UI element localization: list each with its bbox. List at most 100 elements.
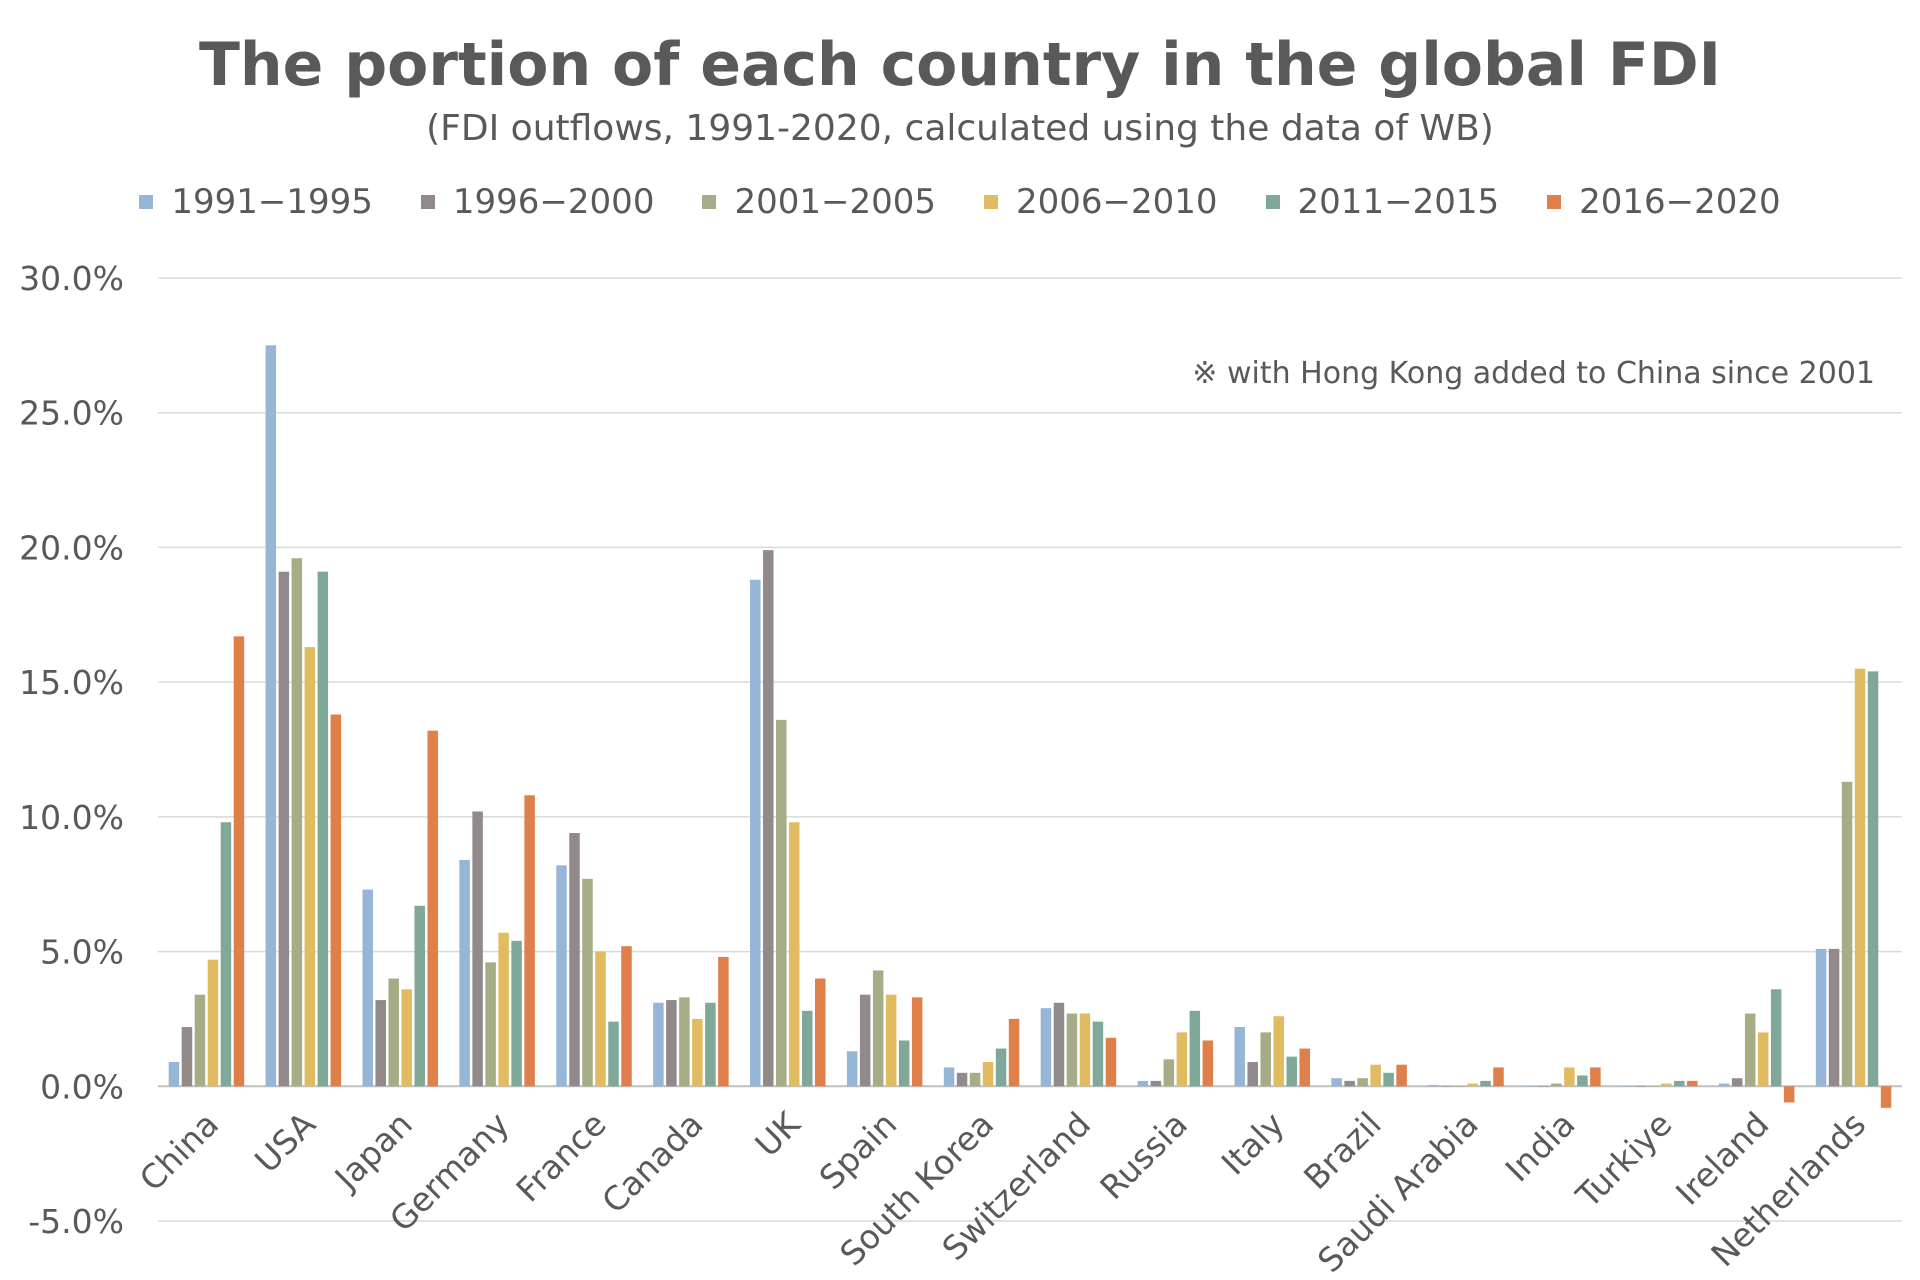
bar	[1590, 1067, 1601, 1087]
bar	[375, 1000, 386, 1087]
bar	[1247, 1062, 1258, 1087]
bar	[1783, 1086, 1795, 1103]
bar	[330, 714, 342, 1087]
bar	[1260, 1032, 1271, 1087]
bar	[1286, 1056, 1297, 1087]
bar	[982, 1062, 994, 1087]
bar	[859, 994, 871, 1087]
y-tick-label: 15.0%	[19, 663, 124, 702]
bar	[1053, 1002, 1065, 1087]
bar	[846, 1051, 858, 1087]
bar	[1163, 1059, 1175, 1087]
legend-swatch	[1265, 195, 1280, 209]
legend-swatch	[420, 195, 435, 209]
y-tick-label: -5.0%	[28, 1202, 124, 1241]
bar	[1370, 1064, 1381, 1087]
bar	[220, 822, 232, 1087]
bar	[401, 989, 412, 1087]
bar	[1731, 1078, 1743, 1087]
legend-label: 2016−2020	[1579, 182, 1781, 222]
bar	[1880, 1086, 1892, 1108]
bar	[1273, 1016, 1284, 1087]
bar	[1454, 1086, 1465, 1087]
bar	[388, 978, 399, 1087]
chart-legend: 1991−1995 1996−2000 2001−2005 2006−2010 2011…	[0, 182, 1920, 222]
bar	[1480, 1080, 1491, 1087]
bar	[608, 1021, 619, 1087]
bar	[1066, 1013, 1078, 1087]
bar	[705, 1002, 716, 1087]
bar	[1687, 1080, 1698, 1087]
bar	[1357, 1078, 1368, 1087]
bar	[1092, 1021, 1104, 1087]
legend-item: 2016−2020	[1547, 182, 1781, 222]
bar	[511, 940, 522, 1087]
legend-swatch	[702, 195, 717, 209]
bar	[1441, 1086, 1452, 1087]
bar	[1551, 1083, 1562, 1087]
x-tick-label: Turkiye	[1568, 1104, 1680, 1216]
bar	[1815, 948, 1827, 1087]
y-tick-label: 10.0%	[19, 798, 124, 837]
bar	[1828, 948, 1840, 1087]
legend-item: 1996−2000	[420, 182, 654, 222]
legend-item: 2006−2010	[984, 182, 1218, 222]
bar	[718, 956, 729, 1087]
bar	[911, 997, 923, 1087]
x-tick-label: China	[132, 1104, 226, 1198]
bar	[168, 1062, 180, 1087]
bar	[898, 1040, 910, 1087]
bar	[763, 550, 774, 1087]
bar	[1189, 1010, 1201, 1087]
bar	[1525, 1086, 1536, 1087]
bar	[1493, 1067, 1504, 1087]
bar	[362, 889, 373, 1087]
bar	[1538, 1086, 1549, 1087]
x-tick-label: Russia	[1092, 1104, 1195, 1207]
bar	[427, 730, 438, 1087]
bar	[1635, 1086, 1646, 1087]
bar	[278, 571, 290, 1087]
y-tick-label: 30.0%	[19, 259, 124, 298]
bar	[1564, 1067, 1575, 1087]
legend-swatch	[139, 195, 154, 209]
bar	[1648, 1086, 1659, 1087]
x-tick-label: Spain	[812, 1104, 905, 1197]
x-tick-label: Italy	[1214, 1104, 1292, 1182]
bar	[498, 932, 509, 1087]
x-tick-label: UK	[747, 1103, 808, 1164]
bar	[1202, 1040, 1214, 1087]
bar	[1105, 1037, 1117, 1087]
bar	[1757, 1032, 1769, 1087]
bar	[595, 951, 606, 1087]
bar	[524, 795, 535, 1087]
bar	[556, 865, 567, 1087]
bar	[1661, 1083, 1672, 1087]
x-tick-label: Japan	[326, 1104, 420, 1198]
legend-label: 2001−2005	[734, 182, 936, 222]
bar	[1674, 1080, 1685, 1087]
bar	[872, 970, 884, 1087]
legend-item: 2011−2015	[1265, 182, 1500, 222]
bar	[1841, 781, 1853, 1087]
legend-label: 2011−2015	[1297, 182, 1500, 222]
x-tick-label: Canada	[594, 1104, 710, 1220]
bar	[181, 1027, 193, 1087]
legend-item: 2001−2005	[702, 182, 936, 222]
bar	[1854, 668, 1866, 1087]
bar	[1428, 1084, 1439, 1087]
bar	[1383, 1072, 1394, 1087]
bar	[969, 1072, 981, 1087]
chart-annotation: ※ with Hong Kong added to China since 20…	[1192, 356, 1875, 391]
bar	[776, 719, 787, 1087]
bar	[1770, 989, 1782, 1087]
x-tick-label: India	[1498, 1104, 1583, 1189]
bar	[414, 905, 425, 1087]
bar	[1344, 1080, 1355, 1087]
bar	[802, 1010, 813, 1087]
bar	[885, 994, 897, 1087]
bar	[1137, 1080, 1149, 1087]
bar	[692, 1018, 703, 1087]
bar	[1008, 1018, 1020, 1087]
